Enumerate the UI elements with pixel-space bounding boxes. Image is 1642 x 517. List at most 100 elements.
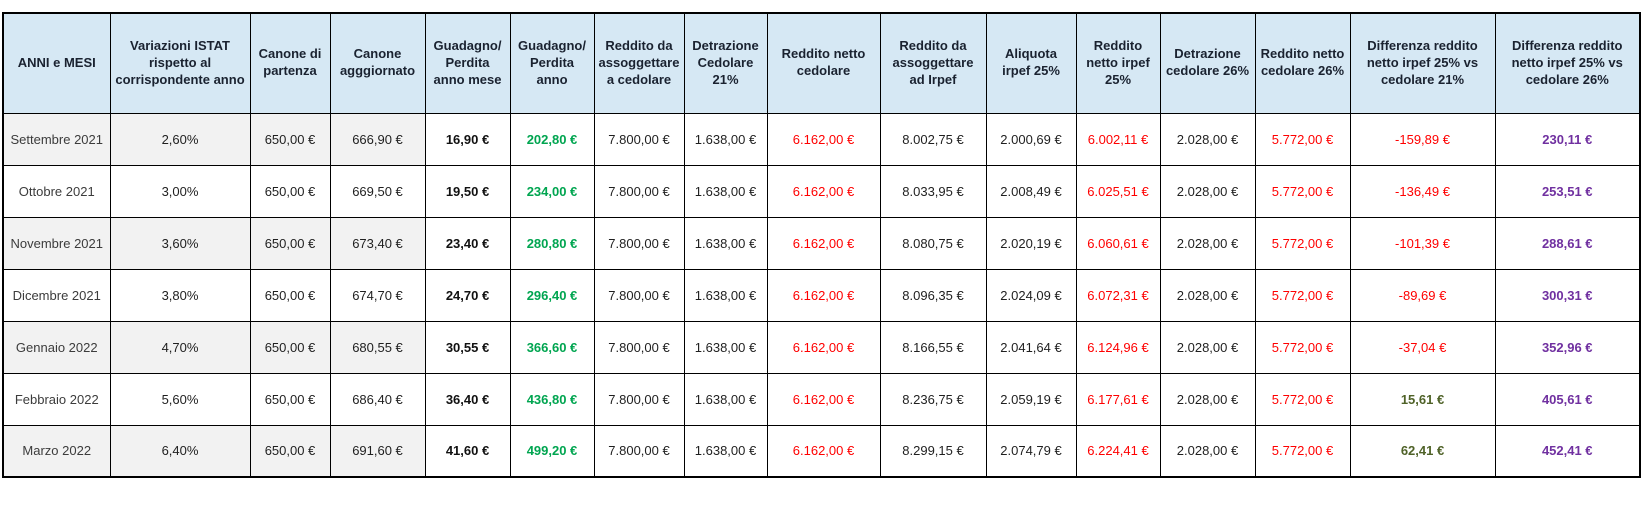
cell-detrazione_cedolare_26: 2.028,00 € <box>1159 216 1256 270</box>
cell-reddito_netto_cedolare: 6.162,00 € <box>766 320 881 374</box>
cell-detrazione_cedolare_26: 2.028,00 € <box>1159 112 1256 166</box>
cell-guadagno_mese: 30,55 € <box>424 320 511 374</box>
cell-reddito_cedolare: 7.800,00 € <box>593 320 685 374</box>
cell-guadagno_anno: 202,80 € <box>509 112 595 166</box>
cell-reddito_irpef: 8.002,75 € <box>879 112 987 166</box>
cell-reddito_netto_irpef_25: 6.177,61 € <box>1075 372 1161 426</box>
cell-aliquota_irpef_25: 2.000,69 € <box>985 112 1077 166</box>
cell-guadagno_anno: 366,60 € <box>509 320 595 374</box>
cell-canone_aggiornato: 669,50 € <box>329 164 426 218</box>
cell-reddito_irpef: 8.080,75 € <box>879 216 987 270</box>
cell-canone_partenza: 650,00 € <box>249 164 331 218</box>
table-row: Gennaio 2022 4,70% 650,00 €680,55 €30,55 €… <box>2 320 1641 374</box>
cell-diff_irpef25_vs_cedolare26: 253,51 € <box>1494 164 1641 218</box>
column-header-month: ANNI e MESI <box>2 12 111 114</box>
cell-aliquota_irpef_25: 2.020,19 € <box>985 216 1077 270</box>
cell-guadagno_mese: 36,40 € <box>424 372 511 426</box>
cell-reddito_netto_cedolare: 6.162,00 € <box>766 268 881 322</box>
column-header-diff_irpef25_vs_cedolare21: Differenza reddito netto irpef 25% vs ce… <box>1349 12 1496 114</box>
cell-reddito_netto_irpef_25: 6.025,51 € <box>1075 164 1161 218</box>
cell-reddito_cedolare: 7.800,00 € <box>593 112 685 166</box>
cell-diff_irpef25_vs_cedolare21: 62,41 € <box>1349 424 1496 478</box>
cell-canone_partenza: 650,00 € <box>249 268 331 322</box>
cell-reddito_netto_irpef_25: 6.002,11 € <box>1075 112 1161 166</box>
cell-diff_irpef25_vs_cedolare21: -159,89 € <box>1349 112 1496 166</box>
cell-diff_irpef25_vs_cedolare26: 288,61 € <box>1494 216 1641 270</box>
cell-detrazione_cedolare_21: 1.638,00 € <box>683 372 768 426</box>
cell-detrazione_cedolare_21: 1.638,00 € <box>683 216 768 270</box>
cell-reddito_netto_irpef_25: 6.072,31 € <box>1075 268 1161 322</box>
cell-aliquota_irpef_25: 2.074,79 € <box>985 424 1077 478</box>
spreadsheet-area: ANNI e MESI Variazioni ISTAT rispetto al … <box>2 12 1641 478</box>
cell-guadagno_mese: 19,50 € <box>424 164 511 218</box>
cell-guadagno_mese: 23,40 € <box>424 216 511 270</box>
rent-tax-comparison-table: ANNI e MESI Variazioni ISTAT rispetto al … <box>2 12 1641 478</box>
cell-canone_partenza: 650,00 € <box>249 320 331 374</box>
cell-reddito_netto_cedolare_26: 5.772,00 € <box>1254 268 1351 322</box>
cell-diff_irpef25_vs_cedolare21: -89,69 € <box>1349 268 1496 322</box>
cell-guadagno_anno: 499,20 € <box>509 424 595 478</box>
cell-variazione_istat: 3,60% <box>109 216 251 270</box>
cell-aliquota_irpef_25: 2.041,64 € <box>985 320 1077 374</box>
cell-reddito_cedolare: 7.800,00 € <box>593 372 685 426</box>
cell-canone_aggiornato: 674,70 € <box>329 268 426 322</box>
cell-reddito_netto_cedolare: 6.162,00 € <box>766 164 881 218</box>
cell-reddito_cedolare: 7.800,00 € <box>593 216 685 270</box>
cell-detrazione_cedolare_21: 1.638,00 € <box>683 164 768 218</box>
table-row: Settembre 2021 2,60% 650,00 €666,90 €16,90… <box>2 112 1641 166</box>
cell-variazione_istat: 6,40% <box>109 424 251 478</box>
cell-detrazione_cedolare_26: 2.028,00 € <box>1159 268 1256 322</box>
table-body: Settembre 2021 2,60% 650,00 €666,90 €16,90… <box>2 112 1641 478</box>
column-header-reddito_irpef: Reddito da assoggettare ad Irpef <box>879 12 987 114</box>
cell-aliquota_irpef_25: 2.059,19 € <box>985 372 1077 426</box>
table-row: Novembre 2021 3,60% 650,00 €673,40 €23,40 … <box>2 216 1641 270</box>
cell-guadagno_anno: 234,00 € <box>509 164 595 218</box>
cell-reddito_netto_irpef_25: 6.060,61 € <box>1075 216 1161 270</box>
cell-canone_partenza: 650,00 € <box>249 216 331 270</box>
column-header-diff_irpef25_vs_cedolare26: Differenza reddito netto irpef 25% vs ce… <box>1494 12 1641 114</box>
cell-detrazione_cedolare_21: 1.638,00 € <box>683 320 768 374</box>
cell-variazione_istat: 4,70% <box>109 320 251 374</box>
cell-canone_aggiornato: 691,60 € <box>329 424 426 478</box>
column-header-reddito_netto_cedolare: Reddito netto cedolare <box>766 12 881 114</box>
cell-variazione_istat: 2,60% <box>109 112 251 166</box>
cell-canone_aggiornato: 666,90 € <box>329 112 426 166</box>
cell-aliquota_irpef_25: 2.008,49 € <box>985 164 1077 218</box>
cell-variazione_istat: 3,80% <box>109 268 251 322</box>
column-header-variazione_istat: Variazioni ISTAT rispetto al corrisponde… <box>109 12 251 114</box>
cell-reddito_irpef: 8.096,35 € <box>879 268 987 322</box>
cell-detrazione_cedolare_26: 2.028,00 € <box>1159 372 1256 426</box>
cell-diff_irpef25_vs_cedolare26: 405,61 € <box>1494 372 1641 426</box>
cell-reddito_netto_irpef_25: 6.224,41 € <box>1075 424 1161 478</box>
cell-reddito_netto_cedolare_26: 5.772,00 € <box>1254 320 1351 374</box>
column-header-detrazione_cedolare_26: Detrazione cedolare 26% <box>1159 12 1256 114</box>
column-header-reddito_netto_cedolare_26: Reddito netto cedolare 26% <box>1254 12 1351 114</box>
cell-canone_partenza: 650,00 € <box>249 112 331 166</box>
cell-month: Marzo 2022 <box>2 424 111 478</box>
cell-reddito_netto_cedolare_26: 5.772,00 € <box>1254 216 1351 270</box>
cell-detrazione_cedolare_21: 1.638,00 € <box>683 112 768 166</box>
column-header-guadagno_mese: Guadagno/ Perdita anno mese <box>424 12 511 114</box>
cell-reddito_cedolare: 7.800,00 € <box>593 424 685 478</box>
cell-month: Gennaio 2022 <box>2 320 111 374</box>
cell-guadagno_anno: 296,40 € <box>509 268 595 322</box>
cell-canone_aggiornato: 673,40 € <box>329 216 426 270</box>
cell-reddito_cedolare: 7.800,00 € <box>593 268 685 322</box>
cell-detrazione_cedolare_26: 2.028,00 € <box>1159 164 1256 218</box>
cell-canone_partenza: 650,00 € <box>249 424 331 478</box>
cell-month: Dicembre 2021 <box>2 268 111 322</box>
cell-reddito_netto_cedolare: 6.162,00 € <box>766 112 881 166</box>
cell-reddito_netto_irpef_25: 6.124,96 € <box>1075 320 1161 374</box>
cell-variazione_istat: 5,60% <box>109 372 251 426</box>
cell-diff_irpef25_vs_cedolare21: -37,04 € <box>1349 320 1496 374</box>
table-row: Marzo 2022 6,40% 650,00 €691,60 €41,60 €49… <box>2 424 1641 478</box>
cell-diff_irpef25_vs_cedolare26: 300,31 € <box>1494 268 1641 322</box>
table-row: Febbraio 2022 5,60% 650,00 €686,40 €36,40 … <box>2 372 1641 426</box>
cell-reddito_netto_cedolare_26: 5.772,00 € <box>1254 112 1351 166</box>
cell-diff_irpef25_vs_cedolare26: 352,96 € <box>1494 320 1641 374</box>
cell-month: Ottobre 2021 <box>2 164 111 218</box>
cell-variazione_istat: 3,00% <box>109 164 251 218</box>
column-header-reddito_cedolare: Reddito da assoggettare a cedolare <box>593 12 685 114</box>
cell-aliquota_irpef_25: 2.024,09 € <box>985 268 1077 322</box>
column-header-guadagno_anno: Guadagno/ Perdita anno <box>509 12 595 114</box>
